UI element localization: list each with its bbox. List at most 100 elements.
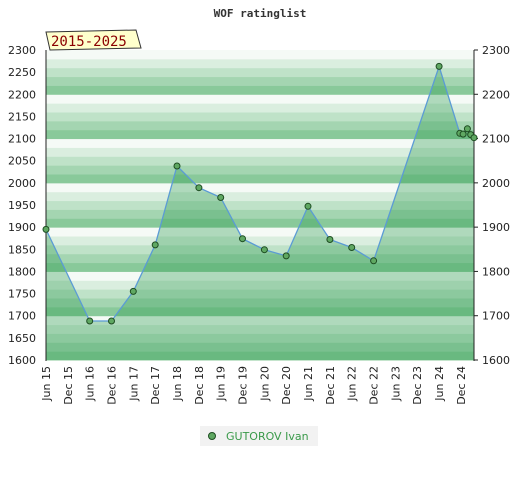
background-band [46,306,474,317]
background-band [46,271,474,281]
y-tick-label: 2200 [482,88,510,101]
y-axis-left: 1600 1650 1700 1750 1800 1850 1900 1950 2000 2050… [8,44,47,367]
data-point [239,235,246,243]
legend-marker [208,432,216,440]
badge-box [45,29,142,51]
x-tick-label: Dec 15 [62,366,75,405]
y-tick-label: 1700 [8,310,36,323]
background-band [46,244,474,255]
background-band [46,209,474,219]
x-tick-label: Dec 18 [193,366,206,405]
background-band [46,174,474,184]
data-point [459,130,467,138]
x-tick-label: Jun 23 [389,366,402,402]
x-tick-label: Jun 17 [127,366,140,402]
background-bands [46,50,474,361]
data-point [326,236,334,243]
data-point [86,317,94,325]
y-tick-label: 2150 [8,110,36,123]
x-tick-label: Dec 17 [149,366,162,405]
background-band [46,315,474,326]
background-band [46,50,474,60]
x-tick-label: Jun 21 [302,366,315,402]
data-point [108,317,115,325]
background-band [46,67,474,78]
x-tick-label: Dec 22 [368,366,381,405]
background-band [46,289,474,299]
y-tick-label: 2250 [8,66,36,79]
background-band [46,165,474,175]
x-tick-label: Dec 20 [280,366,293,405]
background-band [46,280,474,290]
chart-title: WOF ratinglist [214,7,307,20]
y-tick-label: 1800 [482,265,510,278]
x-axis: Jun 15 Dec 15 Jun 16 Dec 16 Jun 17 Dec 17 Jun … [40,366,468,405]
y-tick-label: 2000 [482,177,510,190]
x-tick-label: Dec 23 [411,366,424,405]
y-tick-label: 1600 [482,354,510,367]
data-point [195,184,203,192]
y-tick-label: 1650 [8,332,36,345]
data-point [470,134,478,142]
data-point [463,125,471,133]
data-point [129,287,137,295]
data-point [435,62,443,70]
x-tick-label: Jun 16 [84,366,97,402]
data-point [42,225,50,233]
y-tick-label: 1900 [8,221,36,234]
background-band [46,138,474,148]
x-tick-label: Dec 16 [106,366,119,405]
background-band [46,298,474,308]
y-tick-label: 2200 [8,88,36,101]
background-band [46,156,474,166]
year-range-badge: 2015-2025 [45,29,142,51]
y-tick-label: 2050 [8,155,36,168]
y-tick-label: 2100 [482,133,510,146]
data-point [370,257,378,265]
background-band [46,129,474,140]
background-band [46,227,474,237]
background-band [46,182,474,193]
data-point [173,162,181,170]
data-point [151,241,159,249]
y-tick-label: 1950 [8,199,36,212]
x-tick-label: Jun 22 [346,366,359,402]
data-point [282,252,290,260]
background-band [46,236,474,246]
x-tick-label: Dec 19 [237,366,250,405]
background-band [46,351,474,361]
background-band [46,112,474,122]
background-band [46,103,474,113]
data-point [304,202,312,210]
y-tick-label: 1900 [482,221,510,234]
y-axis-right: 1600 1700 1800 1900 2000 2100 2200 2300 [473,44,510,367]
background-band [46,147,474,157]
y-tick-label: 2300 [8,44,36,57]
y-tick-label: 2000 [8,177,36,190]
background-band [46,85,474,95]
data-points [42,62,478,325]
x-tick-label: Jun 20 [258,366,271,402]
background-band [46,58,474,69]
data-point [217,194,225,201]
data-point [348,244,356,251]
legend-box [200,426,318,446]
background-band [46,120,474,131]
y-tick-label: 1700 [482,310,510,323]
background-band [46,342,474,352]
background-band [46,324,474,334]
x-tick-label: Dec 21 [324,366,337,405]
background-band [46,200,474,210]
background-band [46,262,474,272]
x-tick-label: Jun 18 [171,366,184,402]
x-tick-label: Jun 15 [40,366,53,402]
x-tick-label: Jun 19 [215,366,228,402]
data-point [260,246,268,254]
legend: GUTOROV Ivan [200,426,318,446]
legend-label: GUTOROV Ivan [226,430,309,443]
background-band [46,191,474,202]
y-tick-label: 1850 [8,243,36,256]
background-band [46,218,474,228]
y-tick-label: 2100 [8,133,36,146]
